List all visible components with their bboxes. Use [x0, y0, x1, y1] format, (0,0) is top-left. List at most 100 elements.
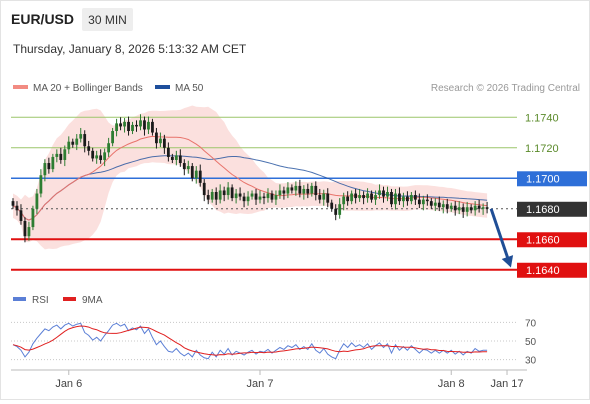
ma50-legend-swatch — [155, 85, 170, 89]
candle-body — [47, 163, 51, 170]
candle-body — [174, 155, 178, 160]
ma20-legend-label: MA 20 + Bollinger Bands — [33, 83, 143, 94]
candle-body — [437, 202, 441, 208]
candle-body — [238, 193, 242, 197]
timeframe-badge[interactable] — [82, 8, 133, 31]
candle-body — [465, 207, 469, 212]
candle-body — [226, 187, 230, 196]
candle-body — [79, 134, 83, 139]
candle-body — [358, 195, 362, 199]
datetime-label: Thursday, January 8, 2026 5:13:32 AM CET — [13, 42, 247, 56]
candle-body — [390, 192, 393, 205]
candle-body — [429, 201, 433, 206]
candle-body — [453, 205, 457, 211]
candle-body — [210, 192, 214, 200]
candle-body — [250, 193, 254, 197]
candle-body — [234, 193, 238, 199]
candle-body — [366, 193, 369, 199]
level-label-1.1700: 1.1700 — [526, 173, 560, 185]
candle-body — [334, 208, 338, 215]
candle-body — [266, 193, 270, 199]
timeframe-label: 30 MIN — [88, 13, 127, 27]
price-panel: 1.1740 1.1720 1.1700 1.1680 1.1660 1.1640 — [11, 105, 587, 278]
candle-body — [23, 220, 27, 237]
x-tick-label: Jan 8 — [438, 378, 465, 390]
candle-body — [370, 193, 373, 200]
candle-body — [473, 205, 477, 211]
rsi-ma-line — [12, 325, 488, 356]
candle-body — [31, 208, 35, 228]
candle-body — [421, 199, 425, 205]
candle-body — [135, 124, 138, 127]
candle-body — [206, 195, 210, 200]
candle-body — [417, 199, 421, 205]
ma50-legend-label: MA 50 — [175, 83, 204, 94]
candle-body — [378, 190, 381, 196]
candle-body — [115, 123, 118, 132]
candle-body — [127, 121, 130, 132]
candle-body — [477, 205, 481, 209]
candle-body — [198, 170, 202, 183]
bollinger-band — [13, 105, 488, 250]
candle-body — [214, 192, 218, 200]
candle-body — [143, 120, 146, 130]
candle-body — [413, 195, 417, 200]
candle-body — [182, 163, 186, 170]
rsi-level-label-50: 50 — [525, 337, 537, 348]
level-badge-1.1640 — [517, 262, 587, 278]
candle-body — [461, 207, 465, 212]
forecast-arrow-head — [501, 255, 514, 268]
candle-body — [270, 193, 274, 200]
candle-body — [306, 188, 310, 194]
rsi-line — [12, 322, 488, 360]
candle-body — [302, 188, 306, 194]
rsi-ma-legend-label: 9MA — [82, 295, 103, 306]
ma20-legend-swatch — [13, 85, 28, 89]
candle-body — [338, 204, 342, 215]
candle-body — [63, 149, 67, 160]
candle-body — [342, 196, 346, 205]
candle-body — [222, 190, 226, 196]
candle-body — [258, 196, 262, 200]
x-tick-label: Jan 6 — [55, 378, 82, 390]
candle-body — [330, 202, 334, 209]
candle-body — [111, 131, 114, 144]
candle-body — [433, 202, 437, 206]
candle-body — [27, 227, 31, 237]
level-label-1.1640: 1.1640 — [526, 265, 560, 277]
candle-body — [151, 121, 154, 133]
candle-body — [481, 207, 485, 209]
candle-body — [59, 153, 63, 160]
candle-body — [346, 196, 350, 202]
candle-body — [410, 195, 413, 202]
candle-body — [314, 185, 318, 196]
candle-body — [262, 196, 266, 199]
candle-body — [286, 187, 290, 194]
rsi-legend-label: RSI — [32, 295, 49, 306]
candle-body — [310, 185, 314, 194]
candle-body — [99, 155, 103, 160]
candle-body — [147, 121, 150, 130]
candle-body — [382, 190, 385, 197]
level-badge-1.1660 — [517, 232, 587, 248]
candle-body — [485, 207, 489, 209]
level-label-1.1680: 1.1680 — [526, 204, 560, 216]
candle-body — [398, 193, 401, 202]
candle-body — [159, 138, 162, 144]
candle-body — [294, 185, 298, 191]
candle-body — [107, 143, 111, 153]
x-tick-label: Jan 7 — [247, 378, 274, 390]
candle-body — [278, 190, 282, 196]
x-tick-label: Jan 17 — [491, 378, 524, 390]
candle-body — [425, 199, 429, 202]
candle-body — [406, 196, 409, 202]
candle-body — [230, 187, 234, 199]
rsi-panel: 70 50 30 — [11, 318, 537, 367]
candle-body — [190, 166, 194, 179]
candle-body — [11, 201, 15, 206]
candle-body — [282, 190, 286, 194]
candle-body — [39, 175, 43, 194]
candle-body — [186, 166, 190, 170]
candle-body — [166, 147, 170, 157]
